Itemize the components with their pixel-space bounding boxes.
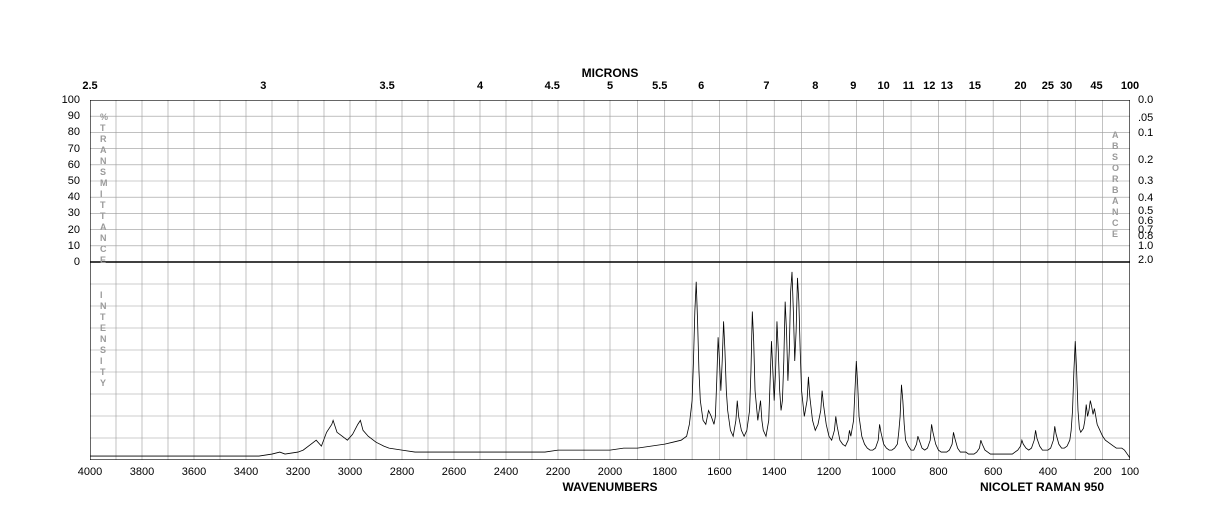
top-tick-label: 9 (850, 80, 856, 92)
top-tick-label: 12 (923, 80, 935, 92)
top-tick-label: 3.5 (379, 80, 394, 92)
top-axis-title: MICRONS (582, 66, 639, 80)
top-tick-label: 2.5 (82, 80, 97, 92)
bottom-tick-label: 3000 (338, 466, 362, 478)
bottom-tick-label: 100 (1121, 466, 1139, 478)
transmittance-letter: S (100, 167, 106, 177)
intensity-letter: E (100, 323, 106, 333)
intensity-letter: T (100, 367, 106, 377)
bottom-tick-label: 3200 (286, 466, 310, 478)
absorbance-letter: E (1112, 229, 1118, 239)
bottom-tick-label: 1400 (762, 466, 786, 478)
absorbance-letter: O (1112, 163, 1119, 173)
bottom-tick-label: 3800 (130, 466, 154, 478)
intensity-letter: T (100, 312, 106, 322)
left-tick-label: 100 (62, 94, 80, 106)
absorbance-letter: B (1112, 141, 1119, 151)
left-tick-label: 50 (68, 175, 80, 187)
bottom-tick-label: 200 (1093, 466, 1111, 478)
top-tick-label: 15 (969, 80, 981, 92)
top-tick-label: 5 (607, 80, 613, 92)
top-tick-label: 20 (1014, 80, 1026, 92)
transmittance-letter: T (100, 123, 106, 133)
transmittance-letter: C (100, 244, 107, 254)
bottom-axis-title: WAVENUMBERS (562, 480, 657, 494)
top-tick-label: 11 (903, 80, 915, 92)
bottom-tick-label: 1200 (817, 466, 841, 478)
bottom-tick-label: 4000 (78, 466, 102, 478)
transmittance-letter: % (100, 112, 108, 122)
top-tick-label: 13 (941, 80, 953, 92)
top-tick-label: 100 (1121, 80, 1139, 92)
right-tick-label: .05 (1138, 112, 1153, 124)
intensity-letter: S (100, 345, 106, 355)
bottom-tick-label: 2000 (598, 466, 622, 478)
chart-svg (90, 100, 1130, 460)
left-tick-label: 30 (68, 207, 80, 219)
top-tick-label: 8 (812, 80, 818, 92)
right-tick-label: 0.1 (1138, 127, 1153, 139)
top-tick-label: 7 (763, 80, 769, 92)
right-tick-label: 2.0 (1138, 254, 1153, 266)
intensity-letter: I (100, 290, 103, 300)
transmittance-letter: T (100, 211, 106, 221)
right-tick-label: 0.4 (1138, 192, 1153, 204)
intensity-letter: I (100, 356, 103, 366)
bottom-tick-label: 2200 (546, 466, 570, 478)
absorbance-letter: A (1112, 130, 1119, 140)
absorbance-letter: B (1112, 185, 1119, 195)
left-tick-label: 90 (68, 110, 80, 122)
intensity-letter: Y (100, 378, 106, 388)
right-tick-label: 0.3 (1138, 175, 1153, 187)
absorbance-letter: R (1112, 174, 1119, 184)
transmittance-letter: A (100, 222, 107, 232)
bottom-tick-label: 2400 (494, 466, 518, 478)
transmittance-letter: A (100, 145, 107, 155)
absorbance-letter: S (1112, 152, 1118, 162)
left-tick-label: 40 (68, 191, 80, 203)
intensity-letter: N (100, 301, 107, 311)
transmittance-letter: M (100, 178, 108, 188)
top-tick-label: 25 (1042, 80, 1054, 92)
absorbance-letter: A (1112, 196, 1119, 206)
spectrum-chart (90, 100, 1130, 460)
top-tick-label: 4.5 (545, 80, 560, 92)
bottom-tick-label: 2800 (390, 466, 414, 478)
bottom-tick-label: 400 (1039, 466, 1057, 478)
instrument-label: NICOLET RAMAN 950 (980, 480, 1104, 494)
bottom-tick-label: 800 (929, 466, 947, 478)
top-tick-label: 4 (477, 80, 483, 92)
left-tick-label: 60 (68, 159, 80, 171)
bottom-tick-label: 1600 (707, 466, 731, 478)
bottom-tick-label: 1000 (871, 466, 895, 478)
transmittance-letter: T (100, 200, 106, 210)
transmittance-letter: R (100, 134, 107, 144)
absorbance-letter: C (1112, 218, 1119, 228)
right-tick-label: 0.0 (1138, 94, 1153, 106)
top-tick-label: 45 (1090, 80, 1102, 92)
top-tick-label: 10 (878, 80, 890, 92)
left-tick-label: 0 (74, 256, 80, 268)
bottom-tick-label: 600 (984, 466, 1002, 478)
right-tick-label: 0.2 (1138, 154, 1153, 166)
left-tick-label: 80 (68, 126, 80, 138)
right-tick-label: 1.0 (1138, 240, 1153, 252)
top-tick-label: 30 (1060, 80, 1072, 92)
bottom-tick-label: 3600 (182, 466, 206, 478)
transmittance-letter: N (100, 156, 107, 166)
top-tick-label: 6 (698, 80, 704, 92)
left-tick-label: 10 (68, 240, 80, 252)
top-tick-label: 3 (260, 80, 266, 92)
bottom-tick-label: 2600 (442, 466, 466, 478)
top-tick-label: 5.5 (652, 80, 667, 92)
bottom-tick-label: 3400 (234, 466, 258, 478)
left-tick-label: 20 (68, 224, 80, 236)
transmittance-letter: I (100, 189, 103, 199)
transmittance-letter: N (100, 233, 107, 243)
transmittance-letter: E (100, 255, 106, 265)
bottom-tick-label: 1800 (652, 466, 676, 478)
intensity-letter: N (100, 334, 107, 344)
absorbance-letter: N (1112, 207, 1119, 217)
left-tick-label: 70 (68, 143, 80, 155)
